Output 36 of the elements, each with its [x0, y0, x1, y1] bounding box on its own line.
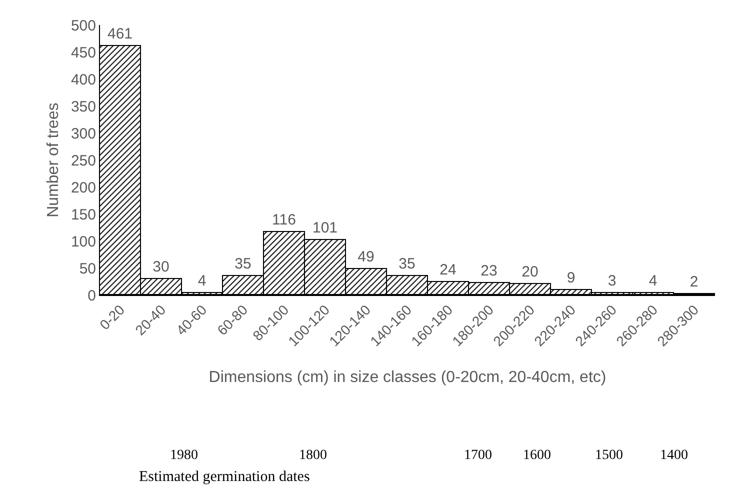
- data-label: 4: [648, 272, 658, 290]
- y-tick-label: 100: [70, 233, 96, 250]
- text: Estimated germination dates: [139, 469, 310, 485]
- text: 1500: [595, 448, 623, 463]
- text: 1600: [523, 448, 551, 463]
- data-label: 461: [107, 26, 133, 42]
- text: 1980: [170, 448, 198, 463]
- x-axis-title: Dimensions (cm) in size classes (0-20cm, 20-40cm, etc): [208, 368, 606, 386]
- data-label: 20: [522, 264, 538, 280]
- data-label: 3: [608, 272, 616, 290]
- data-label: 35: [398, 256, 416, 272]
- y-tick-label: 0: [88, 287, 96, 304]
- data-label: 35: [234, 256, 252, 272]
- y-tick-label: 250: [70, 152, 96, 170]
- y-tick-label: 150: [70, 206, 96, 224]
- y-tick-label: 400: [70, 71, 96, 88]
- y-tick-label: 450: [70, 44, 96, 62]
- y-tick-label: 50: [79, 260, 96, 278]
- data-label: 9: [566, 270, 576, 286]
- data-label: 24: [440, 262, 456, 278]
- data-label: 101: [312, 220, 338, 236]
- data-label: 4: [198, 272, 206, 290]
- text: 1800: [299, 448, 327, 463]
- data-label: 49: [358, 248, 374, 266]
- data-label: 2: [690, 274, 698, 290]
- y-tick-label: 350: [70, 98, 96, 116]
- data-label: 30: [152, 258, 170, 276]
- y-axis-title: Number of trees: [44, 102, 62, 218]
- data-label: 23: [480, 262, 498, 280]
- y-tick-label: 300: [70, 125, 96, 142]
- y-tick-label: 500: [70, 17, 96, 34]
- y-tick-label: 200: [70, 179, 96, 196]
- data-label: 116: [272, 212, 296, 228]
- text: 1400: [660, 448, 688, 463]
- text: 1700: [464, 448, 492, 463]
- x-tick-label: 0-20: [96, 301, 128, 333]
